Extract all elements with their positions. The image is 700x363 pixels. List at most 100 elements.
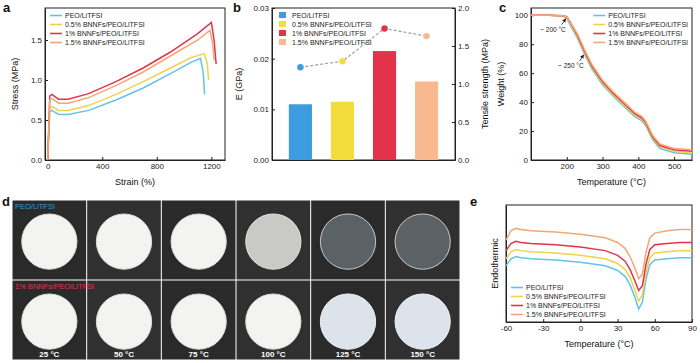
tick: 60 [519, 69, 534, 78]
tick-mark [272, 59, 275, 60]
tick-mark [567, 157, 568, 160]
panel-label: e [470, 194, 477, 209]
series-line [531, 15, 692, 150]
row-label: 1% BNNFs/PEO/LiTFSI [15, 282, 94, 291]
tick-mark [452, 8, 455, 9]
tick: 1.5 [31, 36, 48, 45]
legend-item: PEO/LiTFSI [50, 12, 102, 19]
point [423, 33, 429, 39]
legend-swatch [279, 39, 286, 45]
tick-label: 1200 [203, 162, 221, 171]
y2-axis-line [455, 9, 456, 161]
annotation: ~ 250 °C [558, 62, 584, 69]
panel: 0.000.010.020.030.00.51.01.52.0PEO/LiTFS… [234, 4, 490, 165]
sample-disc [22, 294, 77, 349]
x-axis [273, 160, 456, 161]
legend-label: 1% BNNFs/PEO/LiTFSI [65, 30, 139, 37]
legend-label: 0.5% BNNFs/PEO/LiTFSI [292, 21, 372, 28]
tick-mark [452, 46, 455, 47]
legend-swatch [511, 314, 523, 316]
series-line [531, 15, 692, 154]
tick-label: 0.0 [31, 156, 43, 165]
plot-frame [272, 8, 455, 160]
legend-item: 0.5% BNNFs/PEO/LiTFSI [511, 293, 606, 300]
legend-item: 0.5% BNNFs/PEO/LiTFSI [279, 21, 372, 28]
plot-area [289, 25, 438, 160]
sample-disc [96, 214, 151, 269]
legend-swatch [279, 21, 286, 27]
bar [415, 81, 438, 160]
temperature-label: 25 °C [39, 350, 59, 359]
photo-background [311, 281, 385, 360]
tick-mark [272, 8, 275, 9]
panel-label: c [499, 0, 506, 15]
tick-mark [102, 157, 103, 160]
tick-label: -60 [501, 324, 513, 333]
panel: 040080012000.00.51.01.5PEO/LiTFSI0.5% BN… [10, 8, 226, 187]
tick: 30 [614, 319, 623, 333]
tick: 80 [519, 40, 534, 49]
x-axis-line [273, 160, 456, 161]
tick-label: 800 [151, 162, 165, 171]
series-line [48, 54, 209, 160]
plot-frame [506, 205, 692, 322]
tick: 0.5 [31, 116, 48, 125]
tick-label: 0.02 [253, 55, 269, 64]
tick-label: 30 [614, 324, 623, 333]
series-line [506, 256, 692, 309]
tick: 500 [668, 157, 682, 171]
tick-mark [674, 157, 675, 160]
photo-background [13, 281, 87, 360]
legend-swatch [279, 12, 286, 18]
legend-swatch [50, 24, 62, 26]
series-line [506, 249, 692, 300]
series-line [506, 228, 692, 278]
bar [373, 51, 396, 160]
row-label: PEO/LiTFSI [15, 202, 55, 211]
legend-item: 1.5% BNNFs/PEO/LiTFSI [279, 39, 372, 46]
tick-mark [452, 122, 455, 123]
tick: 2.0 [452, 4, 470, 13]
tick-label: 60 [651, 324, 660, 333]
tick-mark [692, 319, 693, 322]
legend-swatch [279, 30, 286, 36]
legend-label: 0.5% BNNFs/PEO/LiTFSI [608, 21, 688, 28]
plot-area [48, 22, 216, 160]
legend-swatch [593, 33, 605, 35]
point [339, 58, 345, 64]
legend-item: 1.5% BNNFs/PEO/LiTFSI [50, 39, 145, 46]
tick-mark [45, 80, 48, 81]
point [381, 25, 387, 31]
legend-item: PEO/LiTFSI [593, 12, 645, 19]
legend-label: PEO/LiTFSI [65, 12, 102, 19]
legend-item: 1.5% BNNFs/PEO/LiTFSI [593, 39, 688, 46]
panel: 200300400500020406080100~ 200 °C~ 250 °C… [496, 8, 693, 187]
tick-mark [45, 40, 48, 41]
tick: 0.02 [253, 55, 275, 64]
x-axis-line [507, 322, 693, 323]
tick-label: 0.0 [458, 156, 470, 165]
panel: PEO/LiTFSI25 °C50 °C75 °C100 °C125 °C150… [13, 201, 460, 360]
tick-label: 500 [668, 162, 682, 171]
tick: 40 [519, 98, 534, 107]
tick-mark [638, 157, 639, 160]
annotation-arrow [562, 19, 566, 25]
bar [289, 104, 312, 160]
y-axis-line [45, 9, 46, 161]
tick: 1.0 [452, 80, 470, 89]
legend-swatch [50, 42, 62, 44]
legend-item: 0.5% BNNFs/PEO/LiTFSI [50, 21, 145, 28]
temperature-label: 100 °C [261, 350, 286, 359]
tick-mark [603, 157, 604, 160]
figure-svg: 040080012000.00.51.01.5PEO/LiTFSI0.5% BN… [0, 0, 700, 363]
sample-disc [246, 214, 301, 269]
tick-mark [618, 319, 619, 322]
tick-label: 0.5 [31, 116, 43, 125]
photo-background [87, 201, 161, 280]
legend-label: 1% BNNFs/PEO/LiTFSI [526, 302, 600, 309]
legend-swatch [511, 296, 523, 298]
series-line [48, 30, 214, 160]
sample-disc [171, 294, 226, 349]
y-axis-title: Endothermic [490, 238, 500, 289]
photo-background [386, 201, 460, 280]
